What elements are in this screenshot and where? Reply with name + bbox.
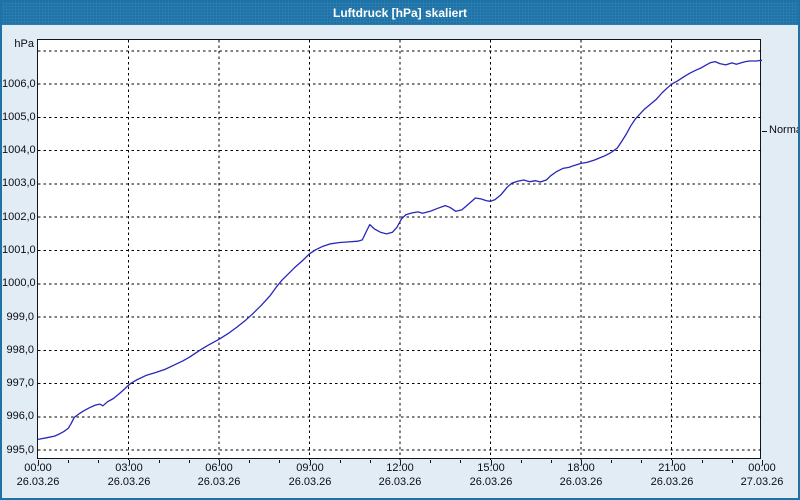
x-axis-minor-tick xyxy=(460,460,461,463)
x-axis-minor-tick xyxy=(732,460,733,463)
x-axis-minor-tick xyxy=(68,460,69,463)
y-axis-tick-label: 997,0 xyxy=(6,377,34,389)
x-axis-major-tick xyxy=(491,460,492,465)
x-axis-time-label: 00:00 xyxy=(748,462,776,474)
x-axis-major-tick xyxy=(400,460,401,465)
y-axis-tick-label: 1004,0 xyxy=(2,144,36,156)
x-axis-minor-tick xyxy=(159,460,160,463)
window-title: Luftdruck [hPa] skaliert xyxy=(332,6,468,20)
x-axis-date-label: 27.03.26 xyxy=(740,476,784,488)
y-axis-tick-label: 1001,0 xyxy=(2,244,36,256)
x-axis-major-tick xyxy=(219,460,220,465)
x-axis-time-label: 06:00 xyxy=(205,462,233,474)
x-axis-major-tick xyxy=(762,460,763,465)
x-axis-minor-tick xyxy=(611,460,612,463)
x-axis-minor-tick xyxy=(551,460,552,463)
x-axis-date-label: 26.03.26 xyxy=(469,476,513,488)
x-axis-time-label: 18:00 xyxy=(567,462,595,474)
x-axis-major-tick xyxy=(129,460,130,465)
x-axis-date-label: 26.03.26 xyxy=(197,476,241,488)
x-axis-minor-tick xyxy=(279,460,280,463)
x-axis-minor-tick xyxy=(340,460,341,463)
y-axis-tick-label: 999,0 xyxy=(6,311,34,323)
x-axis-minor-tick xyxy=(98,460,99,463)
x-axis-time-label: 03:00 xyxy=(115,462,143,474)
window-title-bar[interactable]: Luftdruck [hPa] skaliert xyxy=(2,2,798,25)
x-axis-minor-tick xyxy=(521,460,522,463)
x-axis-date-label: 26.03.26 xyxy=(650,476,694,488)
normal-marker-tick xyxy=(762,131,767,132)
x-axis-minor-tick xyxy=(189,460,190,463)
pressure-line-chart xyxy=(38,40,762,460)
x-axis-time-label: 00:00 xyxy=(24,462,52,474)
x-axis-time-label: 15:00 xyxy=(477,462,505,474)
x-axis-time-label: 12:00 xyxy=(386,462,414,474)
y-axis-tick-label: 996,0 xyxy=(6,410,34,422)
chart-container: hPa Normal 995,0 996,0 997,0 998,0 999,0 1000… xyxy=(2,25,798,498)
x-axis-minor-tick xyxy=(641,460,642,463)
x-axis-time-label: 21:00 xyxy=(658,462,686,474)
x-axis-date-label: 26.03.26 xyxy=(16,476,60,488)
x-axis-minor-tick xyxy=(249,460,250,463)
x-axis-major-tick xyxy=(310,460,311,465)
y-axis-tick-label: 1003,0 xyxy=(2,177,36,189)
plot-area xyxy=(37,39,762,460)
x-axis-minor-tick xyxy=(430,460,431,463)
y-axis-tick-label: 1006,0 xyxy=(2,78,36,90)
x-axis-date-label: 26.03.26 xyxy=(559,476,603,488)
x-axis-major-tick xyxy=(672,460,673,465)
y-axis-unit-label: hPa xyxy=(14,38,34,50)
y-axis-tick-label: 1005,0 xyxy=(2,111,36,123)
x-axis-major-tick xyxy=(581,460,582,465)
x-axis-date-label: 26.03.26 xyxy=(288,476,332,488)
y-axis-tick-label: 1000,0 xyxy=(2,277,36,289)
y-axis-tick-label: 995,0 xyxy=(6,444,34,456)
y-axis-tick-label: 998,0 xyxy=(6,344,34,356)
y-axis-tick-label: 1002,0 xyxy=(2,211,36,223)
x-axis-time-label: 09:00 xyxy=(296,462,324,474)
pressure-curve xyxy=(38,59,762,441)
x-axis-major-tick xyxy=(38,460,39,465)
x-axis-date-label: 26.03.26 xyxy=(107,476,151,488)
normal-marker-label: Normal xyxy=(769,124,798,136)
x-axis-minor-tick xyxy=(370,460,371,463)
x-axis-date-label: 26.03.26 xyxy=(378,476,422,488)
x-axis-minor-tick xyxy=(702,460,703,463)
